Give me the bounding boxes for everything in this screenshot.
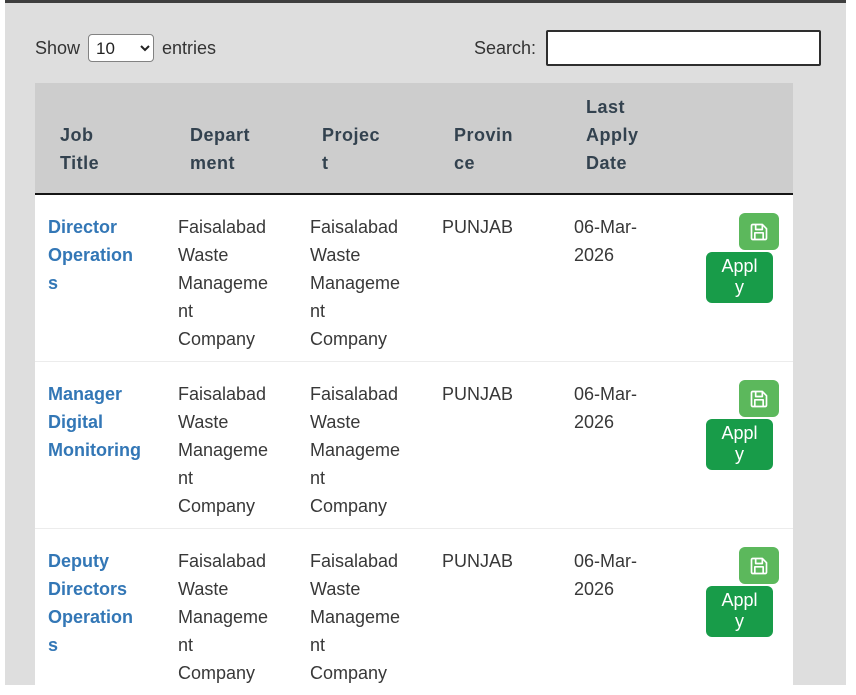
job-title-link[interactable]: Deputy Directors Operations xyxy=(48,551,133,655)
header-row: Job Title Department Project Province La… xyxy=(35,83,793,194)
actions-cell: Apply xyxy=(693,362,793,529)
table-controls: Show 10 entries Search: xyxy=(35,30,821,66)
table-header: Job Title Department Project Province La… xyxy=(35,83,793,194)
project-cell: Faisalabad Waste Management Company xyxy=(297,194,429,362)
search-input[interactable] xyxy=(546,30,821,66)
action-buttons: Apply xyxy=(706,547,779,637)
column-header-last-apply-date[interactable]: Last Apply Date xyxy=(561,83,693,194)
page-length-select[interactable]: 10 xyxy=(88,34,154,62)
province-cell: PUNJAB xyxy=(429,362,561,529)
department-cell: Faisalabad Waste Management Company xyxy=(165,529,297,695)
province-cell: PUNJAB xyxy=(429,529,561,695)
jobs-table: Job Title Department Project Province La… xyxy=(35,83,793,695)
save-job-button[interactable] xyxy=(739,213,779,250)
actions-cell: Apply xyxy=(693,529,793,695)
column-header-department[interactable]: Department xyxy=(165,83,297,194)
project-cell: Faisalabad Waste Management Company xyxy=(297,362,429,529)
save-job-button[interactable] xyxy=(739,547,779,584)
province-cell: PUNJAB xyxy=(429,194,561,362)
job-title-cell: Manager Digital Monitoring xyxy=(35,362,165,529)
table-body: Director Operations Faisalabad Waste Man… xyxy=(35,194,793,695)
apply-button[interactable]: Apply xyxy=(706,586,773,637)
table-row: Manager Digital Monitoring Faisalabad Wa… xyxy=(35,362,793,529)
column-header-project[interactable]: Project xyxy=(297,83,429,194)
save-job-button[interactable] xyxy=(739,380,779,417)
search-control: Search: xyxy=(474,30,821,66)
apply-button[interactable]: Apply xyxy=(706,252,773,303)
last-apply-date-cell: 06-Mar-2026 xyxy=(561,529,693,695)
job-title-cell: Deputy Directors Operations xyxy=(35,529,165,695)
last-apply-date-cell: 06-Mar-2026 xyxy=(561,194,693,362)
show-label: Show xyxy=(35,38,80,59)
department-cell: Faisalabad Waste Management Company xyxy=(165,362,297,529)
floppy-disk-icon xyxy=(749,222,769,242)
action-buttons: Apply xyxy=(706,380,779,470)
entries-label: entries xyxy=(162,38,216,59)
page-length-control: Show 10 entries xyxy=(35,34,216,62)
department-cell: Faisalabad Waste Management Company xyxy=(165,194,297,362)
column-header-job-title[interactable]: Job Title xyxy=(35,83,165,194)
actions-cell: Apply xyxy=(693,194,793,362)
job-title-link[interactable]: Director Operations xyxy=(48,217,133,293)
apply-button[interactable]: Apply xyxy=(706,419,773,470)
floppy-disk-icon xyxy=(749,556,769,576)
floppy-disk-icon xyxy=(749,389,769,409)
last-apply-date-cell: 06-Mar-2026 xyxy=(561,362,693,529)
column-header-actions xyxy=(693,83,793,194)
job-title-link[interactable]: Manager Digital Monitoring xyxy=(48,384,141,460)
table-row: Director Operations Faisalabad Waste Man… xyxy=(35,194,793,362)
project-cell: Faisalabad Waste Management Company xyxy=(297,529,429,695)
job-title-cell: Director Operations xyxy=(35,194,165,362)
content-panel: Show 10 entries Search: Job Title Depart… xyxy=(5,0,846,685)
column-header-province[interactable]: Province xyxy=(429,83,561,194)
table-row: Deputy Directors Operations Faisalabad W… xyxy=(35,529,793,695)
action-buttons: Apply xyxy=(706,213,779,303)
search-label: Search: xyxy=(474,38,536,59)
